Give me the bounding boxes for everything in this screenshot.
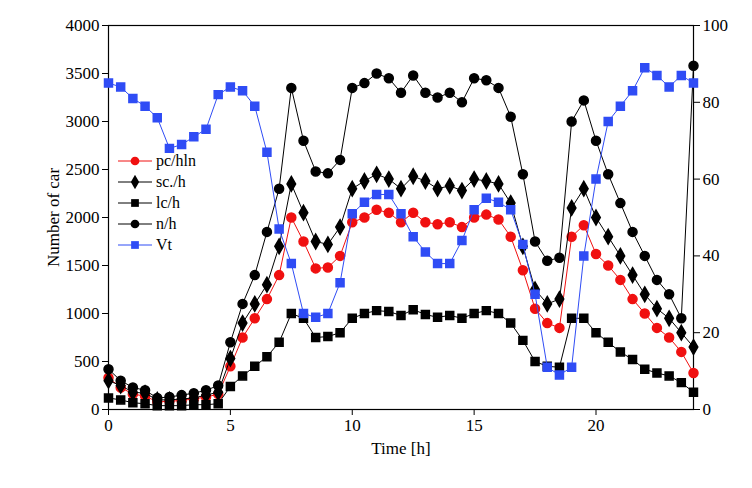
svg-text:10: 10 bbox=[344, 416, 361, 435]
svg-text:Time [h]: Time [h] bbox=[371, 439, 430, 458]
svg-text:0: 0 bbox=[104, 416, 113, 435]
svg-text:20: 20 bbox=[703, 323, 720, 342]
svg-text:0: 0 bbox=[91, 400, 100, 419]
svg-text:20: 20 bbox=[588, 416, 605, 435]
svg-text:Number of car: Number of car bbox=[44, 168, 63, 267]
html-text:n/h: n/h bbox=[156, 214, 177, 232]
svg-text:3000: 3000 bbox=[66, 112, 100, 131]
svg-text:0: 0 bbox=[703, 400, 712, 419]
html-text:sc./h: sc./h bbox=[156, 172, 186, 190]
svg-text:3500: 3500 bbox=[66, 64, 100, 83]
svg-text:5: 5 bbox=[226, 416, 235, 435]
svg-text:500: 500 bbox=[74, 352, 100, 371]
svg-text:60: 60 bbox=[703, 170, 720, 189]
html-text:pc/hln: pc/hln bbox=[156, 151, 196, 169]
svg-text:2000: 2000 bbox=[66, 208, 100, 227]
svg-text:100: 100 bbox=[703, 16, 729, 35]
svg-text:2500: 2500 bbox=[66, 160, 100, 179]
svg-text:1500: 1500 bbox=[66, 256, 100, 275]
svg-text:15: 15 bbox=[466, 416, 483, 435]
svg-text:40: 40 bbox=[703, 246, 720, 265]
svg-text:4000: 4000 bbox=[66, 16, 100, 35]
svg-text:1000: 1000 bbox=[66, 304, 100, 323]
html-text:lc/h: lc/h bbox=[156, 193, 180, 211]
svg-text:80: 80 bbox=[703, 93, 720, 112]
html-text:Vt: Vt bbox=[156, 235, 172, 253]
